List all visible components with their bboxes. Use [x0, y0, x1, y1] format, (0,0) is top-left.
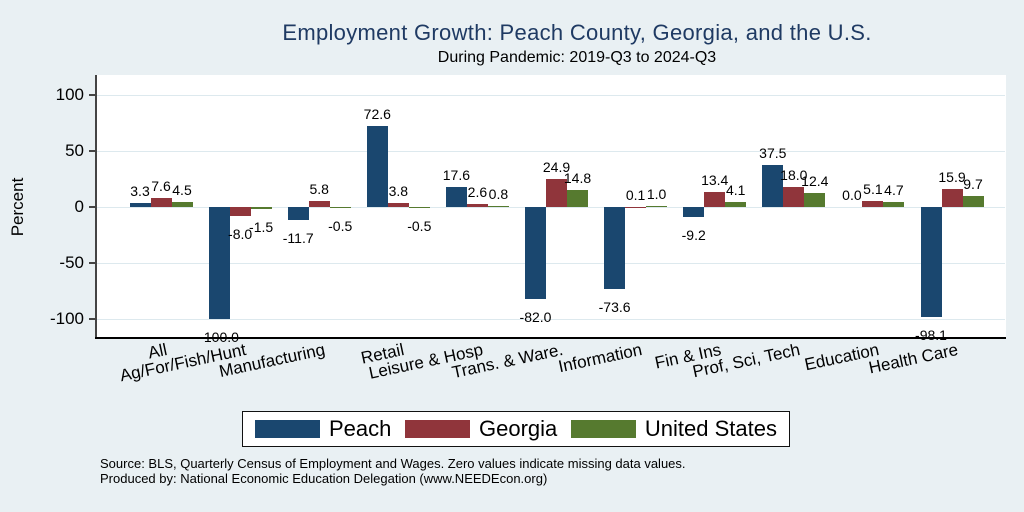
bar-united-states-prof-sci-tech [804, 193, 826, 207]
value-label: 0.8 [488, 186, 509, 203]
bar-georgia-trans-ware- [546, 179, 567, 207]
bar-united-states-fin-ins [725, 202, 747, 207]
gridline [97, 94, 1005, 96]
bar-peach-fin-ins [683, 207, 705, 218]
y-tick [89, 206, 96, 208]
value-label: 3.8 [388, 182, 409, 199]
bar-georgia-health-care [941, 189, 963, 207]
y-tick-label: 50 [65, 141, 84, 160]
value-label: -0.5 [407, 217, 432, 234]
value-label: 37.5 [759, 145, 787, 161]
bar-georgia-retail [387, 202, 409, 207]
gridline [97, 150, 1005, 152]
legend-item-georgia: Georgia [405, 416, 557, 442]
legend-label: United States [644, 416, 777, 441]
value-label: 17.6 [442, 167, 471, 184]
value-label: 5.8 [309, 180, 329, 197]
bar-united-states-all [171, 201, 193, 207]
value-label: 7.6 [151, 178, 171, 195]
value-label: -73.6 [598, 299, 631, 316]
value-label: 18.0 [780, 166, 808, 183]
value-label: 4.5 [172, 181, 192, 198]
value-label: 4.7 [884, 181, 904, 198]
y-tick-label: -50 [59, 253, 84, 272]
chart-title: Employment Growth: Peach County, Georgia… [282, 20, 872, 45]
bar-united-states-trans-ware- [567, 190, 588, 207]
value-label: -11.7 [282, 230, 314, 247]
bar-united-states-information [646, 205, 668, 207]
legend-item-peach: Peach [255, 416, 391, 442]
bar-united-states-health-care [962, 196, 984, 207]
y-tick [89, 94, 96, 96]
y-tick-label: 100 [55, 85, 84, 104]
value-label: -82.0 [519, 308, 552, 325]
y-tick [89, 262, 96, 264]
value-label: 72.6 [363, 105, 391, 122]
bar-georgia-prof-sci-tech [783, 186, 805, 207]
value-label: 2.6 [467, 184, 488, 201]
bar-united-states-retail [408, 207, 430, 208]
legend-label: Peach [329, 416, 392, 441]
bar-united-states-education [883, 201, 905, 207]
value-label: 24.9 [542, 159, 571, 176]
bar-united-states-leisure-hosp [487, 206, 509, 207]
legend-item-united-states: United States [570, 416, 777, 442]
bar-peach-leisure-hosp [445, 187, 467, 207]
value-label: 1.0 [646, 185, 667, 202]
value-label: 0.1 [625, 186, 646, 203]
footer-source: Source: BLS, Quarterly Census of Employm… [100, 456, 686, 471]
bar-georgia-manufacturing [308, 200, 330, 207]
value-label: 12.4 [801, 173, 829, 190]
bar-georgia-all [150, 198, 172, 207]
bar-peach-trans-ware- [525, 207, 546, 299]
y-axis-title: Percent [8, 177, 27, 237]
legend-swatch-peach [255, 420, 320, 438]
legend-swatch-united-states [570, 420, 636, 438]
bar-peach-ag-for-fish-hunt [208, 207, 230, 319]
y-axis-line [95, 75, 97, 337]
bar-peach-retail [366, 125, 388, 207]
x-axis-line [95, 337, 1006, 339]
bar-peach-health-care [920, 207, 942, 317]
y-tick [89, 318, 96, 320]
value-label: 4.1 [725, 182, 746, 199]
y-tick-label: 0 [74, 197, 84, 216]
bar-georgia-education [862, 201, 884, 207]
bar-peach-information [604, 207, 626, 290]
chart-footer: Source: BLS, Quarterly Census of Employm… [100, 456, 980, 486]
bar-peach-manufacturing [287, 207, 309, 221]
legend: Peach Georgia United States [242, 411, 790, 447]
value-label: 15.9 [938, 169, 966, 186]
value-label: 5.1 [863, 181, 883, 198]
gridline [97, 206, 1005, 208]
y-tick [89, 150, 96, 152]
y-tick-label: -100 [49, 309, 84, 328]
value-label: -8.0 [228, 225, 253, 242]
value-label: 9.7 [963, 176, 983, 193]
value-label: -9.2 [681, 227, 706, 244]
bar-georgia-fin-ins [704, 191, 726, 207]
value-label: 0.0 [842, 187, 862, 203]
gridline [97, 318, 1005, 320]
legend-label: Georgia [479, 416, 558, 441]
bar-georgia-ag-for-fish-hunt [229, 207, 251, 216]
value-label: -0.5 [328, 217, 353, 234]
bar-georgia-leisure-hosp [466, 204, 488, 207]
footer-produced-by: Produced by: National Economic Education… [100, 471, 548, 486]
value-label: -1.5 [249, 218, 274, 235]
gridline [97, 262, 1005, 264]
value-label: 3.3 [130, 183, 150, 200]
bar-peach-all [129, 203, 151, 207]
bar-united-states-ag-for-fish-hunt [250, 207, 272, 209]
value-label: 14.8 [563, 170, 592, 187]
legend-swatch-georgia [405, 420, 471, 438]
bar-peach-prof-sci-tech [762, 165, 784, 207]
plot-area: 3.3 -100.0 -11.7 72.6 17.6 -82.0 -73.6 -9.2 37.5… [96, 75, 1006, 345]
chart-subtitle: During Pandemic: 2019-Q3 to 2024-Q3 [437, 49, 717, 66]
value-label: 13.4 [701, 171, 729, 188]
bar-united-states-manufacturing [329, 207, 351, 208]
